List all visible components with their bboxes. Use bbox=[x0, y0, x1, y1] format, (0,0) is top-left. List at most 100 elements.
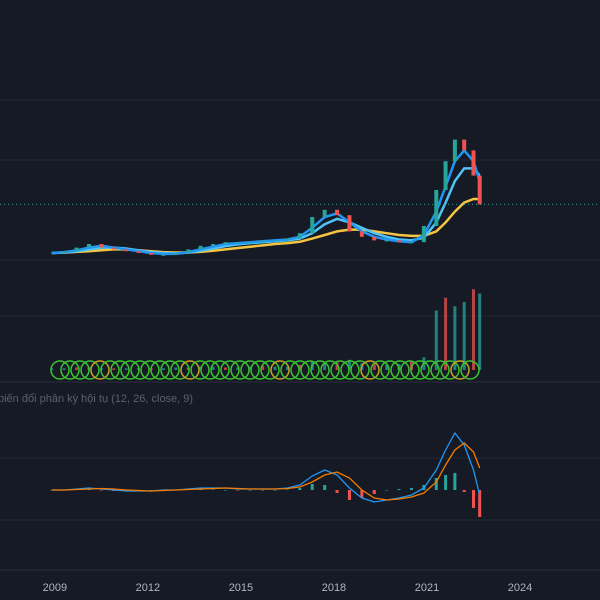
candle bbox=[99, 244, 104, 248]
volume-bar bbox=[236, 367, 240, 370]
signal-icon bbox=[260, 360, 280, 380]
candle bbox=[384, 240, 389, 242]
signal-icon bbox=[220, 360, 240, 380]
signal-icon bbox=[210, 360, 230, 380]
candle bbox=[74, 247, 79, 252]
candle bbox=[273, 240, 278, 242]
x-tick-label: 2024 bbox=[508, 582, 532, 594]
candle bbox=[310, 217, 315, 234]
signal-icon bbox=[320, 360, 340, 380]
candle bbox=[235, 242, 240, 244]
volume-bar bbox=[112, 368, 116, 370]
histogram-bar bbox=[273, 490, 277, 491]
signal-icon bbox=[360, 360, 380, 380]
candle bbox=[297, 233, 302, 239]
volume-bar bbox=[298, 364, 302, 370]
volume-bar bbox=[434, 310, 438, 370]
candle bbox=[452, 139, 457, 162]
signal-icon bbox=[340, 360, 360, 380]
signal-icon bbox=[230, 360, 250, 380]
candle bbox=[260, 240, 265, 243]
signal-icon bbox=[410, 360, 430, 380]
candle bbox=[211, 244, 216, 246]
signal-icon bbox=[420, 360, 440, 380]
histogram-bar bbox=[347, 490, 351, 500]
candle bbox=[397, 240, 402, 243]
candle bbox=[372, 236, 377, 241]
volume-bar bbox=[323, 363, 327, 370]
x-tick-label: 2009 bbox=[43, 582, 67, 594]
candle bbox=[173, 253, 178, 255]
signal-icon bbox=[310, 360, 330, 380]
volume-bar bbox=[223, 367, 227, 370]
candle bbox=[421, 226, 426, 243]
candle bbox=[335, 209, 340, 216]
signal-icon bbox=[280, 360, 300, 380]
signal-icon bbox=[80, 360, 100, 380]
volume-bar bbox=[62, 368, 66, 370]
indicator-label: biến đổi phân kỳ hội tụ (12, 26, close, … bbox=[0, 393, 193, 405]
signal-icon bbox=[290, 360, 310, 380]
signal-icon bbox=[150, 360, 170, 380]
volume-bar bbox=[471, 289, 475, 370]
volume-bar bbox=[161, 368, 165, 370]
histogram-bar bbox=[50, 490, 54, 491]
candle bbox=[136, 251, 141, 253]
signal-icon bbox=[240, 360, 260, 380]
volume-bar bbox=[248, 366, 252, 370]
candle bbox=[347, 215, 352, 232]
grid bbox=[0, 99, 600, 571]
volume-bar bbox=[453, 306, 457, 370]
histogram-bar bbox=[149, 490, 153, 491]
histogram-bar bbox=[471, 490, 475, 508]
macd-line bbox=[51, 442, 481, 501]
signal-icon bbox=[190, 360, 210, 380]
candle bbox=[359, 231, 364, 237]
candle bbox=[124, 249, 129, 252]
signal-icon bbox=[450, 360, 470, 380]
x-tick-label: 2015 bbox=[229, 582, 253, 594]
candle bbox=[149, 253, 154, 255]
histogram-bar bbox=[248, 490, 252, 491]
candle bbox=[443, 161, 448, 190]
signal-icon bbox=[60, 360, 80, 380]
volume-bar bbox=[211, 366, 215, 370]
histogram-bar bbox=[397, 489, 401, 490]
candle bbox=[62, 251, 67, 253]
histogram-bar bbox=[211, 489, 215, 490]
volume-bar bbox=[444, 297, 448, 370]
volume-bar bbox=[372, 363, 376, 370]
histogram-bar bbox=[236, 490, 240, 491]
signal-icon bbox=[70, 360, 90, 380]
x-tick-label: 2021 bbox=[415, 582, 439, 594]
candle bbox=[86, 244, 91, 248]
histogram-bar bbox=[434, 478, 438, 490]
candle bbox=[111, 247, 116, 250]
volume-bar bbox=[75, 367, 79, 370]
volume-bar bbox=[347, 359, 351, 370]
signal-icon bbox=[140, 360, 160, 380]
signal-icon bbox=[100, 360, 120, 380]
volume-bar bbox=[335, 362, 339, 370]
histogram-bar bbox=[223, 490, 227, 491]
candle bbox=[223, 242, 228, 244]
histogram-bar bbox=[335, 490, 339, 493]
histogram-bar bbox=[323, 485, 327, 490]
histogram-bar bbox=[453, 473, 457, 490]
signal-icon bbox=[390, 360, 410, 380]
candle bbox=[186, 249, 191, 253]
histogram-bar bbox=[444, 475, 448, 490]
candle bbox=[161, 254, 166, 256]
signal-icon bbox=[460, 360, 480, 380]
histogram-bar bbox=[285, 489, 289, 490]
signal-icon bbox=[250, 360, 270, 380]
volume-bar bbox=[124, 368, 128, 370]
histogram-bar bbox=[478, 490, 482, 517]
signal-icon bbox=[170, 360, 190, 380]
signal-icon bbox=[180, 360, 200, 380]
volume-bar bbox=[174, 367, 178, 370]
volume-bar bbox=[478, 293, 482, 370]
volume-bar bbox=[462, 302, 466, 370]
candle bbox=[471, 150, 476, 176]
